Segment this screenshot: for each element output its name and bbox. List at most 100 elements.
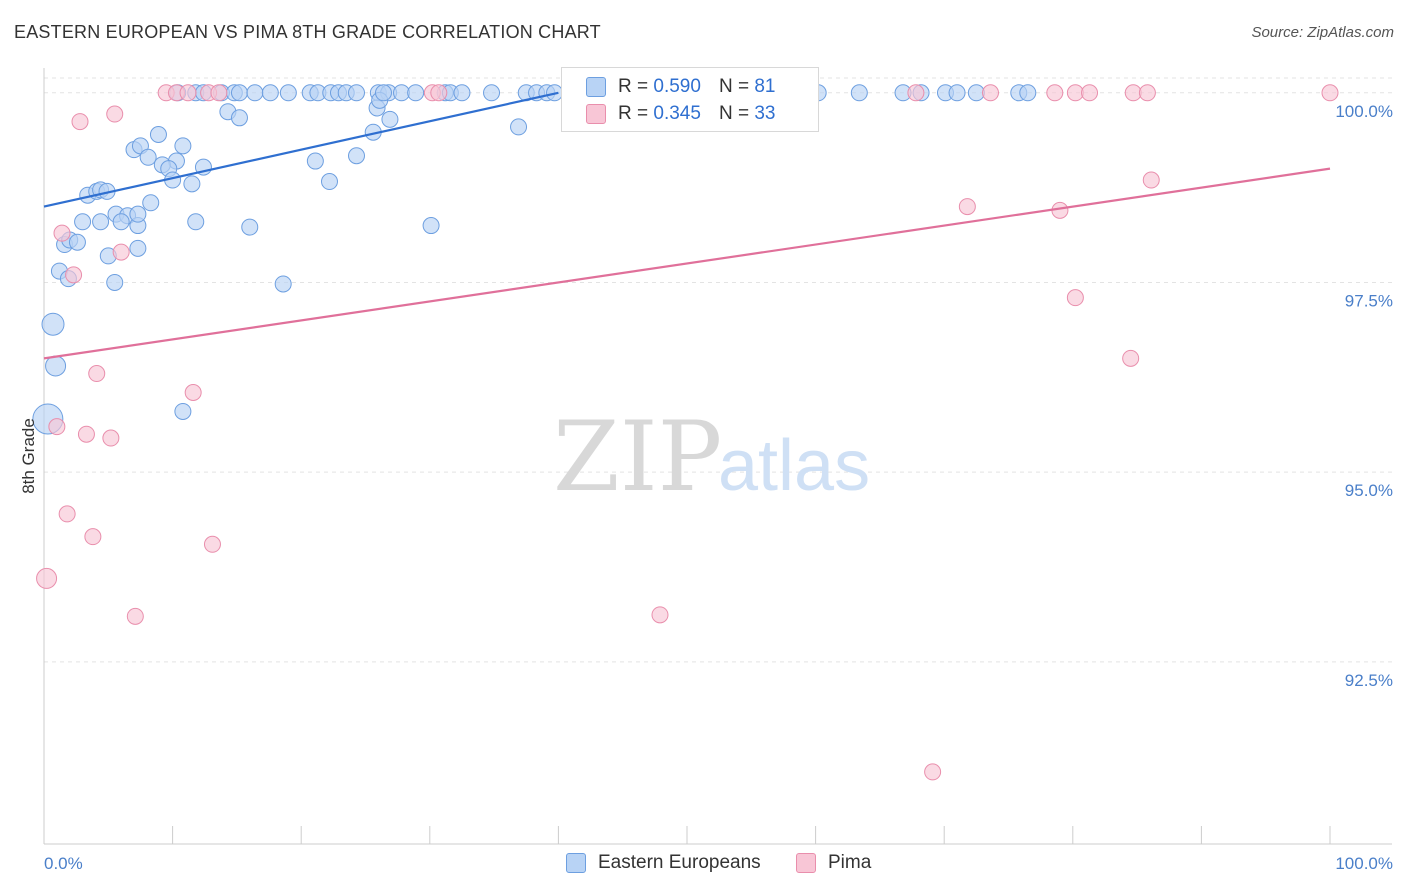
- legend-r-value: 0.590: [653, 76, 701, 97]
- eastern-europeans-point: [230, 109, 248, 127]
- chart-title: EASTERN EUROPEAN VS PIMA 8TH GRADE CORRE…: [14, 22, 601, 42]
- pima-point: [126, 607, 144, 625]
- pima-point: [1081, 84, 1099, 102]
- pima-point: [106, 105, 124, 123]
- legend-n-value: 81: [754, 76, 776, 97]
- eastern-europeans-point: [1019, 84, 1037, 102]
- data-points: [32, 84, 1339, 781]
- eastern-europeans-point: [948, 84, 966, 102]
- source-label: Source: ZipAtlas.com: [1251, 24, 1394, 41]
- x-tick-label-min: 0.0%: [44, 854, 83, 873]
- eastern-europeans-point: [347, 147, 365, 165]
- axes: [43, 68, 1392, 845]
- eastern-europeans-point: [139, 148, 157, 166]
- eastern-europeans-point: [149, 126, 167, 143]
- eastern-europeans-point: [347, 84, 365, 102]
- pima-point: [907, 84, 925, 102]
- eastern-europeans-point: [850, 84, 868, 102]
- pima-point: [924, 763, 942, 781]
- eastern-europeans-point: [41, 312, 65, 336]
- pima-point: [430, 84, 448, 102]
- pima-point: [71, 113, 89, 131]
- eastern-europeans-point: [129, 239, 147, 257]
- correlation-legend: R = 0.590 N = 81 R = 0.345 N = 33: [561, 67, 819, 132]
- pima-point: [112, 243, 130, 261]
- eastern-europeans-point: [393, 84, 411, 102]
- eastern-europeans-point: [261, 84, 279, 102]
- pima-point: [1066, 289, 1084, 307]
- series-swatch-pink: [796, 853, 816, 873]
- eastern-europeans-point: [174, 402, 192, 420]
- eastern-europeans-point: [68, 233, 86, 251]
- pima-point: [958, 198, 976, 216]
- pima-point: [48, 418, 66, 436]
- pima-point: [184, 384, 202, 401]
- watermark-atlas: atlas: [718, 426, 870, 506]
- eastern-europeans-point: [74, 213, 92, 231]
- legend-r-label: R =: [618, 103, 649, 124]
- grid-lines: [44, 77, 1392, 663]
- y-tick-labels: 100.0% 97.5% 95.0% 92.5%: [1335, 102, 1393, 690]
- pima-point: [58, 505, 76, 523]
- eastern-europeans-point: [45, 355, 67, 377]
- eastern-europeans-point: [174, 137, 192, 155]
- eastern-europeans-point: [407, 84, 425, 102]
- eastern-europeans-trendline: [43, 91, 559, 208]
- y-tick-label: 97.5%: [1345, 291, 1393, 310]
- eastern-europeans-point: [92, 213, 110, 231]
- eastern-europeans-point: [320, 173, 338, 191]
- eastern-europeans-point: [274, 275, 292, 293]
- pima-point: [1124, 84, 1142, 102]
- eastern-europeans-point: [422, 217, 440, 235]
- y-tick-label: 92.5%: [1345, 671, 1393, 690]
- legend-r-label: R =: [618, 76, 649, 97]
- pima-point: [88, 365, 106, 383]
- pima-point: [1046, 84, 1064, 102]
- y-tick-label: 95.0%: [1345, 481, 1393, 500]
- pima-point: [179, 84, 197, 102]
- eastern-europeans-point: [230, 84, 248, 102]
- eastern-europeans-point: [129, 205, 147, 223]
- eastern-europeans-point: [112, 213, 130, 231]
- series-legend-eastern-europeans: Eastern Europeans: [566, 852, 761, 874]
- legend-row-pima: R = 0.345 N = 33: [586, 101, 775, 127]
- pima-point: [1321, 84, 1339, 102]
- pima-point: [651, 606, 669, 624]
- watermark-zip: ZIP: [553, 401, 722, 513]
- pima-point: [203, 535, 221, 553]
- legend-n-label: N =: [718, 103, 750, 124]
- pima-point: [84, 528, 102, 546]
- eastern-europeans-point: [183, 175, 201, 193]
- eastern-europeans-point: [967, 84, 985, 102]
- series-name: Pima: [828, 852, 872, 873]
- series-legend-pima: Pima: [796, 852, 871, 874]
- pima-point: [981, 84, 999, 102]
- eastern-europeans-point: [483, 84, 501, 102]
- pima-point: [65, 266, 83, 284]
- legend-n-label: N =: [718, 76, 750, 97]
- eastern-europeans-point: [381, 110, 399, 128]
- trend-lines: [43, 91, 1331, 360]
- legend-r-value: 0.345: [653, 103, 701, 124]
- pima-point: [77, 425, 95, 443]
- eastern-europeans-point: [279, 84, 297, 102]
- pima-point: [1122, 349, 1140, 367]
- pima-point: [102, 429, 120, 447]
- eastern-europeans-point: [375, 84, 393, 102]
- x-tick-label-max: 100.0%: [1335, 854, 1393, 873]
- watermark: ZIP atlas: [553, 401, 870, 513]
- eastern-europeans-point: [306, 152, 324, 170]
- y-axis-label: 8th Grade: [19, 418, 38, 494]
- y-tick-label: 100.0%: [1335, 102, 1393, 121]
- pima-trendline: [43, 167, 1331, 360]
- pima-point: [1142, 171, 1160, 189]
- pima-point: [36, 567, 58, 589]
- pima-point: [210, 84, 228, 102]
- legend-row-eastern-europeans: R = 0.590 N = 81: [586, 74, 775, 100]
- legend-n-value: 33: [754, 103, 776, 124]
- eastern-europeans-point: [510, 118, 528, 136]
- eastern-europeans-point: [246, 84, 264, 102]
- series-swatch-blue: [566, 853, 586, 873]
- eastern-europeans-point: [142, 194, 160, 212]
